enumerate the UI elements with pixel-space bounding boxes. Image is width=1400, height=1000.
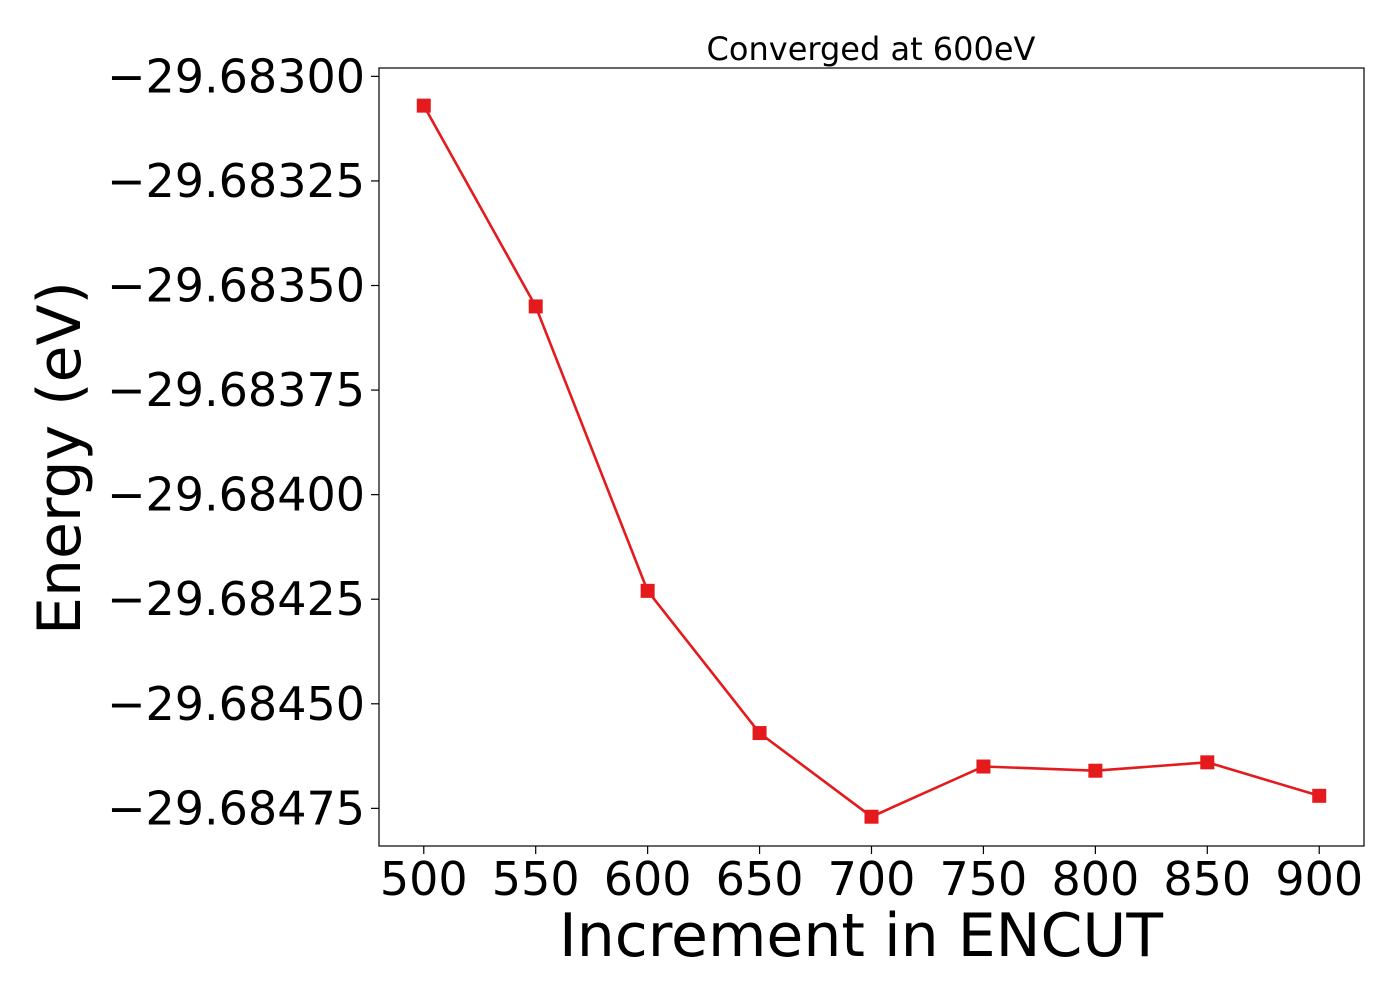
y-tick-label: −29.68450 [107, 677, 365, 731]
data-point [864, 809, 879, 824]
y-tick-label: −29.68300 [107, 49, 365, 103]
data-point [528, 299, 543, 314]
y-tick-label: −29.68350 [107, 259, 365, 313]
x-tick-label: 550 [492, 852, 580, 906]
data-point [640, 583, 655, 598]
y-tick-label: −29.68375 [107, 363, 365, 417]
x-tick-label: 900 [1275, 852, 1363, 906]
plot-layer: 500 550 600 650 700 750 800 850 900 −29.68300 −29.… [107, 49, 1365, 906]
x-tick-label: 850 [1163, 852, 1251, 906]
data-point [752, 726, 767, 741]
data-point [1312, 788, 1327, 803]
series-line [422, 104, 1320, 819]
x-tick-label: 700 [828, 852, 916, 906]
x-tick-label: 800 [1051, 852, 1139, 906]
x-tick-label: 500 [380, 852, 468, 906]
y-tick-label: −29.68475 [107, 781, 365, 835]
x-tick-label: 600 [604, 852, 692, 906]
data-point [976, 759, 991, 774]
data-point [1088, 763, 1103, 778]
data-point [416, 98, 431, 113]
y-tick-label: −29.68325 [107, 154, 365, 208]
plot-frame [378, 67, 1365, 847]
x-tick-label: 750 [940, 852, 1028, 906]
y-axis-label: Energy (eV) [25, 281, 95, 635]
chart-title: Converged at 600eV [707, 30, 1036, 68]
y-tick-label: −29.68425 [107, 572, 365, 626]
y-tick-label: −29.68400 [107, 468, 365, 522]
data-point [1200, 755, 1215, 770]
x-tick-label: 650 [716, 852, 804, 906]
x-axis-label: Increment in ENCUT [559, 901, 1163, 971]
